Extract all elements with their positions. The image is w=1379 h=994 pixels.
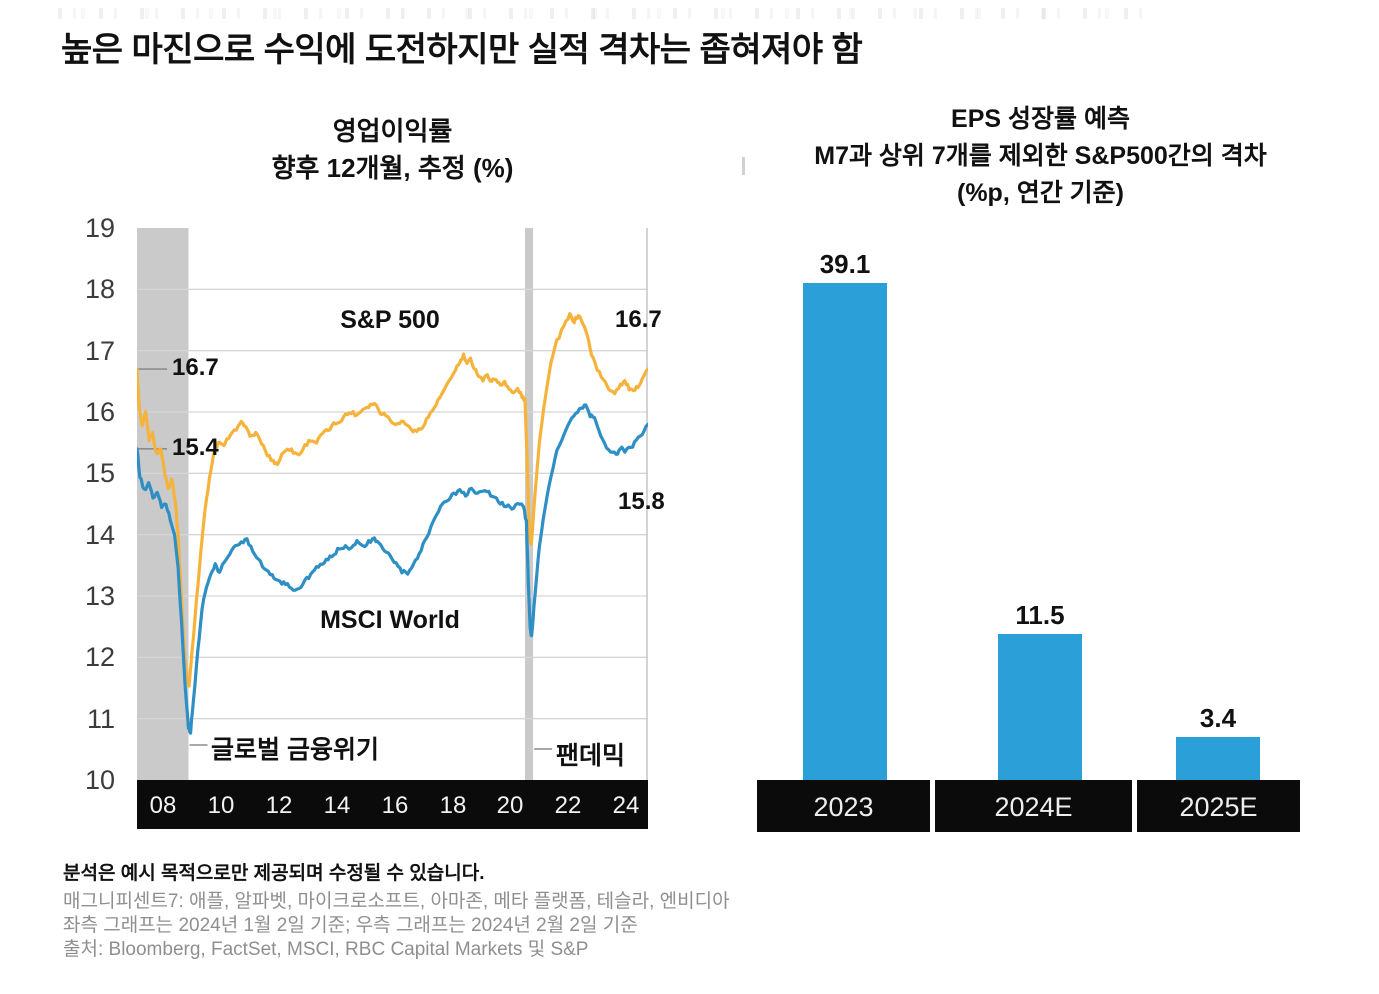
- bar-value-label-2025E: 3.4: [1199, 703, 1237, 733]
- right-chart-title-line3: (%p, 연간 기준): [957, 179, 1124, 207]
- left-chart-title: 영업이익률 향후 12개월, 추정 (%): [137, 113, 648, 187]
- bar-2025E: [1176, 737, 1260, 780]
- x-tick-label-16: 16: [381, 792, 409, 819]
- recession-band-label-pandemic: 팬데믹: [556, 742, 626, 770]
- right-chart-title: EPS 성장률 예측 M7과 상위 7개를 제외한 S&P500간의 격차 (%…: [718, 101, 1363, 212]
- footnote-source: 출처: Bloomberg, FactSet, MSCI, RBC Capita…: [63, 939, 589, 960]
- y-tick-label-16: 16: [84, 397, 115, 427]
- line-chart-plot: [137, 228, 648, 780]
- y-tick-label-11: 11: [86, 704, 115, 734]
- y-tick-label-14: 14: [84, 520, 115, 550]
- y-axis-labels: 19 18 17 16 15 14 13 12 11 10: [40, 213, 115, 795]
- bar-2024E: [998, 634, 1082, 780]
- y-tick-label-12: 12: [84, 642, 115, 672]
- x-tick-label-08: 08: [149, 792, 177, 819]
- x-tick-label-24: 24: [612, 792, 640, 819]
- series-label-msci-world: MSCI World: [320, 606, 460, 634]
- recession-band-label-gfc: 글로벌 금융위기: [211, 736, 379, 764]
- annotation-end-msci: 15.8: [618, 488, 665, 515]
- y-tick-label-17: 17: [84, 336, 115, 366]
- y-tick-label-19: 19: [84, 213, 115, 243]
- x-tick-label-20: 20: [496, 792, 524, 819]
- bar-value-label-2024E: 11.5: [1015, 600, 1065, 630]
- bar-value-label-2023: 39.1: [819, 249, 871, 279]
- y-tick-label-10: 10: [84, 765, 115, 795]
- right-chart-title-line2: M7과 상위 7개를 제외한 S&P500간의 격차: [814, 142, 1267, 170]
- cropped-text-remnant: [58, 8, 1148, 19]
- series-line-msci-world: [137, 403, 648, 735]
- footnote-disclaimer: 분석은 예시 목적으로만 제공되며 수정될 수 있습니다.: [63, 863, 485, 884]
- series-label-sp500: S&P 500: [340, 306, 440, 334]
- category-box-2025e: 2025E: [1137, 780, 1300, 832]
- x-tick-label-12: 12: [265, 792, 293, 819]
- x-tick-label-10: 10: [207, 792, 235, 819]
- left-chart-title-line1: 영업이익률: [332, 116, 453, 146]
- footnote-magnificent7: 매그니피센트7: 애플, 알파벳, 마이크로소프트, 아마존, 메타 플랫폼, …: [63, 891, 730, 912]
- footnote-as-of-dates: 좌측 그래프는 2024년 1월 2일 기준; 우측 그래프는 2024년 2월…: [63, 915, 638, 936]
- category-box-2023: 2023: [757, 780, 930, 832]
- bar-2023: [803, 283, 887, 780]
- annotation-start-sp500: 16.7: [172, 354, 219, 381]
- left-chart-title-line2: 향후 12개월, 추정 (%): [271, 153, 514, 183]
- category-box-2024e: 2024E: [935, 780, 1132, 832]
- y-tick-label-15: 15: [84, 458, 115, 488]
- series-line-sp500: [137, 312, 648, 688]
- right-chart-title-line1: EPS 성장률 예측: [951, 105, 1130, 133]
- x-tick-label-18: 18: [439, 792, 467, 819]
- annotation-end-sp500: 16.7: [615, 306, 662, 333]
- x-tick-label-14: 14: [323, 792, 351, 819]
- y-tick-label-13: 13: [84, 581, 115, 611]
- stray-mark: [742, 157, 745, 175]
- x-tick-label-22: 22: [554, 792, 582, 819]
- page-title: 높은 마진으로 수익에 도전하지만 실적 격차는 좁혀져야 함: [61, 31, 863, 69]
- y-tick-label-18: 18: [84, 274, 115, 304]
- annotation-start-msci: 15.4: [172, 434, 219, 461]
- x-axis-band-left: 08 10 12 14 16 18 20 22 24: [137, 780, 648, 829]
